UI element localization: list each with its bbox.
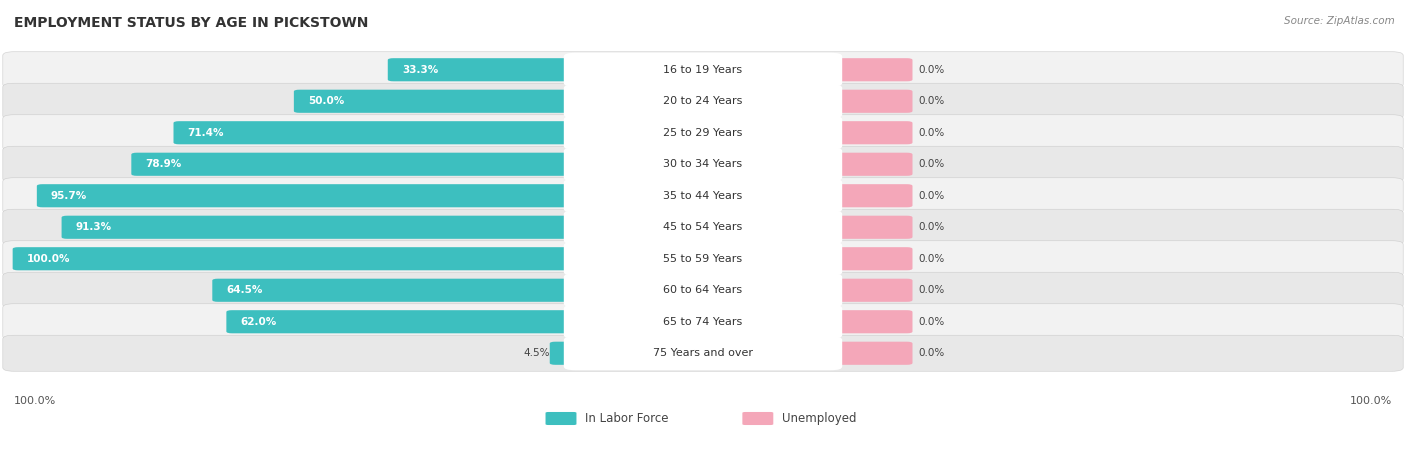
Text: 30 to 34 Years: 30 to 34 Years [664,159,742,169]
FancyBboxPatch shape [824,58,912,81]
FancyBboxPatch shape [3,209,1403,245]
Text: 0.0%: 0.0% [918,159,945,169]
Text: 100.0%: 100.0% [27,254,70,264]
FancyBboxPatch shape [564,210,842,244]
Text: 33.3%: 33.3% [402,65,439,75]
FancyBboxPatch shape [3,178,1403,214]
FancyBboxPatch shape [824,310,912,333]
FancyBboxPatch shape [3,83,1403,119]
FancyBboxPatch shape [3,115,1403,151]
Text: 95.7%: 95.7% [51,191,87,201]
FancyBboxPatch shape [564,116,842,150]
Text: 20 to 24 Years: 20 to 24 Years [664,96,742,106]
Text: 0.0%: 0.0% [918,65,945,75]
FancyBboxPatch shape [824,279,912,302]
FancyBboxPatch shape [546,412,576,425]
Text: 91.3%: 91.3% [76,222,111,232]
FancyBboxPatch shape [742,412,773,425]
Text: In Labor Force: In Labor Force [585,412,668,425]
FancyBboxPatch shape [564,147,842,181]
Text: 0.0%: 0.0% [918,128,945,138]
FancyBboxPatch shape [564,179,842,213]
FancyBboxPatch shape [3,304,1403,340]
FancyBboxPatch shape [824,153,912,176]
FancyBboxPatch shape [131,153,586,176]
Text: 0.0%: 0.0% [918,317,945,327]
FancyBboxPatch shape [173,121,586,144]
FancyBboxPatch shape [62,216,586,239]
Text: 100.0%: 100.0% [14,396,56,405]
Text: 16 to 19 Years: 16 to 19 Years [664,65,742,75]
Text: 4.5%: 4.5% [523,348,550,358]
Text: 65 to 74 Years: 65 to 74 Years [664,317,742,327]
Text: 60 to 64 Years: 60 to 64 Years [664,285,742,295]
Text: 25 to 29 Years: 25 to 29 Years [664,128,742,138]
FancyBboxPatch shape [226,310,586,333]
Text: Unemployed: Unemployed [782,412,856,425]
Text: 75 Years and over: 75 Years and over [652,348,754,358]
Text: 0.0%: 0.0% [918,191,945,201]
Text: Source: ZipAtlas.com: Source: ZipAtlas.com [1284,16,1395,26]
FancyBboxPatch shape [564,273,842,307]
FancyBboxPatch shape [824,216,912,239]
Text: 0.0%: 0.0% [918,254,945,264]
FancyBboxPatch shape [3,272,1403,308]
FancyBboxPatch shape [564,242,842,276]
FancyBboxPatch shape [388,58,586,81]
FancyBboxPatch shape [3,335,1403,371]
FancyBboxPatch shape [824,121,912,144]
FancyBboxPatch shape [3,146,1403,182]
Text: 35 to 44 Years: 35 to 44 Years [664,191,742,201]
FancyBboxPatch shape [3,241,1403,277]
Text: 50.0%: 50.0% [308,96,344,106]
Text: EMPLOYMENT STATUS BY AGE IN PICKSTOWN: EMPLOYMENT STATUS BY AGE IN PICKSTOWN [14,16,368,30]
FancyBboxPatch shape [824,342,912,365]
FancyBboxPatch shape [824,184,912,207]
Text: 62.0%: 62.0% [240,317,277,327]
Text: 100.0%: 100.0% [1350,396,1392,405]
FancyBboxPatch shape [824,90,912,113]
FancyBboxPatch shape [212,279,586,302]
Text: 64.5%: 64.5% [226,285,263,295]
Text: 45 to 54 Years: 45 to 54 Years [664,222,742,232]
FancyBboxPatch shape [13,247,586,270]
FancyBboxPatch shape [564,53,842,87]
FancyBboxPatch shape [824,247,912,270]
Text: 78.9%: 78.9% [145,159,181,169]
Text: 0.0%: 0.0% [918,96,945,106]
FancyBboxPatch shape [564,84,842,118]
FancyBboxPatch shape [550,342,586,365]
Text: 0.0%: 0.0% [918,348,945,358]
FancyBboxPatch shape [3,52,1403,88]
Text: 0.0%: 0.0% [918,222,945,232]
Text: 71.4%: 71.4% [187,128,224,138]
FancyBboxPatch shape [564,336,842,370]
FancyBboxPatch shape [564,305,842,339]
Text: 0.0%: 0.0% [918,285,945,295]
Text: 55 to 59 Years: 55 to 59 Years [664,254,742,264]
FancyBboxPatch shape [37,184,586,207]
FancyBboxPatch shape [294,90,586,113]
